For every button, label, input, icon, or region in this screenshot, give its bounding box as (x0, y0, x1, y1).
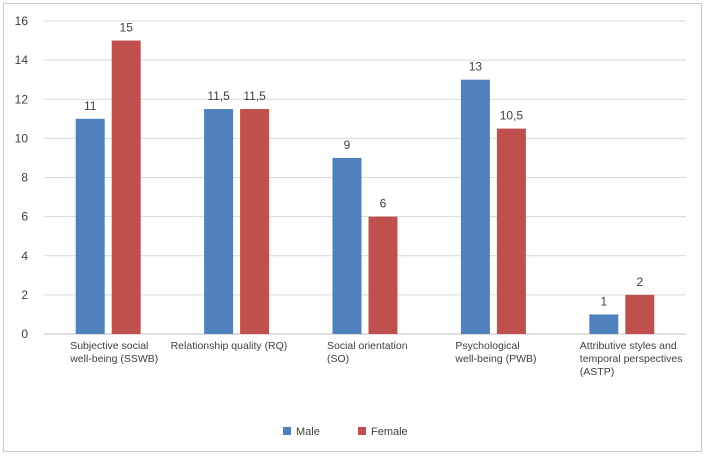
bar-male (204, 109, 234, 334)
legend-label-female: Female (371, 426, 408, 438)
x-category-label: Social orientation (327, 340, 408, 352)
bar-male (460, 79, 490, 334)
data-label: 15 (120, 21, 134, 35)
data-label: 9 (344, 138, 351, 152)
x-category-label: (ASTP) (580, 366, 614, 378)
bar-female (111, 40, 141, 334)
x-category-label: (SO) (327, 353, 349, 365)
bar-male (332, 157, 362, 334)
data-label: 1 (600, 294, 607, 308)
y-tick-label: 12 (15, 92, 29, 106)
x-category-label: Relationship quality (RQ) (171, 340, 288, 352)
legend-swatch-male (283, 427, 291, 435)
bar-female (368, 216, 398, 334)
x-category-label: Psychological (455, 340, 519, 352)
data-label: 10,5 (500, 109, 524, 123)
x-category-label: Subjective social (70, 340, 148, 352)
x-category-label: Attributive styles and (580, 340, 677, 352)
bar-male (75, 118, 105, 334)
y-tick-label: 10 (15, 131, 29, 145)
data-label: 13 (469, 60, 483, 74)
bar-female (625, 294, 655, 334)
y-tick-label: 8 (21, 171, 28, 185)
y-tick-label: 4 (21, 249, 28, 263)
bar-female (240, 109, 270, 334)
y-tick-label: 14 (15, 53, 29, 67)
y-tick-label: 0 (21, 327, 28, 341)
data-label: 11,5 (243, 89, 266, 103)
bar-female (496, 128, 526, 334)
y-tick-label: 16 (15, 14, 29, 28)
legend-label-male: Male (296, 426, 320, 438)
x-category-label: well-being (PWB) (454, 353, 536, 365)
data-label: 11 (84, 99, 97, 113)
x-category-label: temporal perspectives (580, 353, 683, 365)
x-category-label: well-being (SSWB) (69, 353, 158, 365)
y-tick-label: 6 (21, 210, 28, 224)
y-tick-label: 2 (21, 288, 28, 302)
bar-male (589, 314, 619, 334)
data-label: 2 (636, 275, 643, 289)
data-label: 6 (380, 197, 387, 211)
legend-swatch-female (358, 427, 366, 435)
data-label: 11,5 (207, 89, 230, 103)
